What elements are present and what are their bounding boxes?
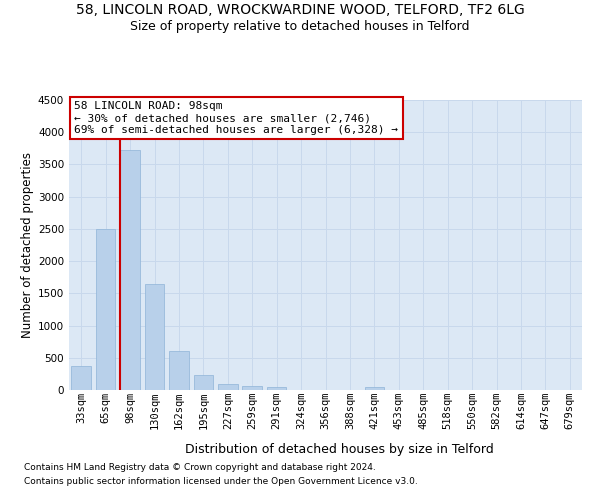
Bar bbox=[169, 352, 188, 390]
Bar bbox=[96, 229, 115, 390]
Bar bbox=[218, 384, 238, 390]
Bar bbox=[365, 387, 384, 390]
Text: 58 LINCOLN ROAD: 98sqm
← 30% of detached houses are smaller (2,746)
69% of semi-: 58 LINCOLN ROAD: 98sqm ← 30% of detached… bbox=[74, 102, 398, 134]
Bar bbox=[120, 150, 140, 390]
Text: Size of property relative to detached houses in Telford: Size of property relative to detached ho… bbox=[130, 20, 470, 33]
Y-axis label: Number of detached properties: Number of detached properties bbox=[21, 152, 34, 338]
Bar bbox=[145, 284, 164, 390]
Text: Distribution of detached houses by size in Telford: Distribution of detached houses by size … bbox=[185, 442, 493, 456]
Bar bbox=[242, 386, 262, 390]
Text: Contains public sector information licensed under the Open Government Licence v3: Contains public sector information licen… bbox=[24, 477, 418, 486]
Text: Contains HM Land Registry data © Crown copyright and database right 2024.: Contains HM Land Registry data © Crown c… bbox=[24, 464, 376, 472]
Bar bbox=[194, 374, 213, 390]
Bar bbox=[267, 387, 286, 390]
Bar bbox=[71, 366, 91, 390]
Text: 58, LINCOLN ROAD, WROCKWARDINE WOOD, TELFORD, TF2 6LG: 58, LINCOLN ROAD, WROCKWARDINE WOOD, TEL… bbox=[76, 2, 524, 16]
